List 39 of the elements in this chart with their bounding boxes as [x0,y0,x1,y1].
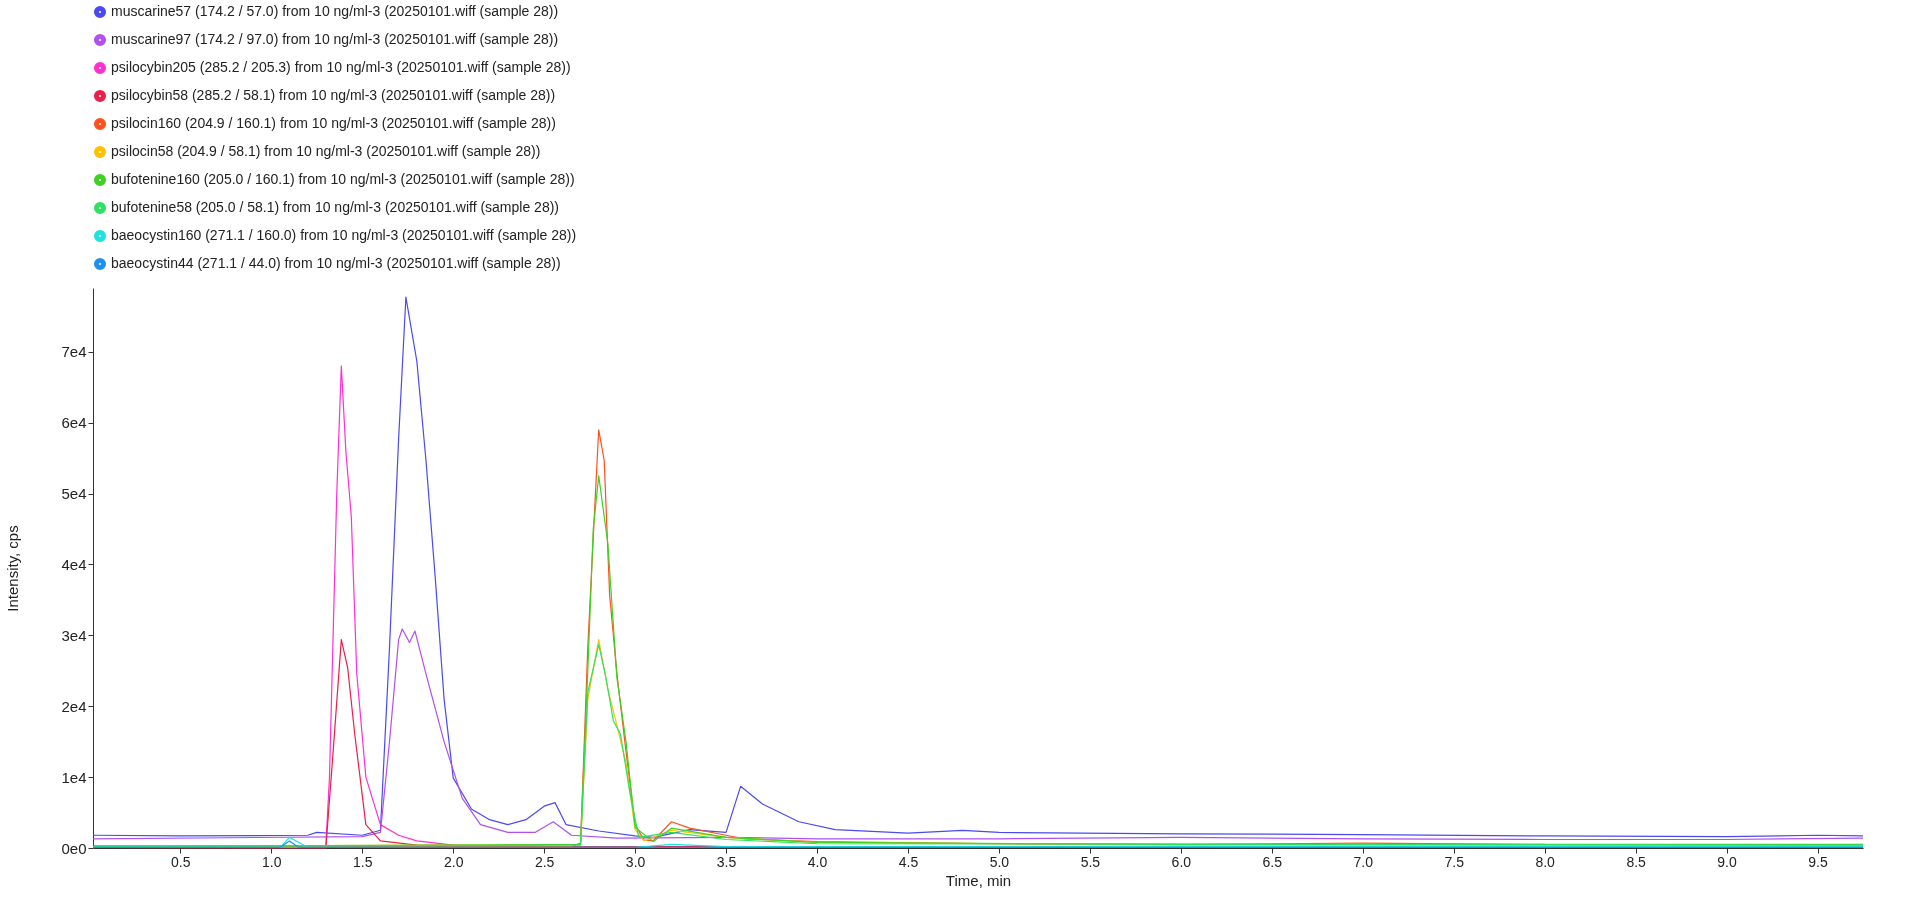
x-tick-label: 3.0 [625,853,646,870]
x-tick-label: 7.5 [1444,853,1465,870]
x-tick-label: 8.5 [1626,853,1647,870]
legend-label: psilocybin58 (285.2 / 58.1) from 10 ng/ml-3 (20250101.wiff (sample 28)) [111,87,556,103]
x-tick-label: 1.0 [262,853,282,870]
y-tick-label: 4e4 [61,555,87,573]
y-tick-label: 0e0 [61,839,87,857]
legend-label: bufotenine160 (205.0 / 160.1) from 10 ng/ml-3 (20250101.wiff (sample 28)) [111,171,575,187]
legend-label: muscarine57 (174.2 / 57.0) from 10 ng/ml-3 (20250101.wiff (sample 28)) [111,3,559,19]
x-tick-label: 2.0 [443,853,464,870]
y-tick-label: 1e4 [61,768,87,786]
y-tick-label: 6e4 [61,414,87,432]
y-axis-title: Intensity, cps [4,525,22,612]
x-tick-label: 1.5 [352,853,373,870]
legend-label: muscarine97 (174.2 / 97.0) from 10 ng/ml-3 (20250101.wiff (sample 28)) [111,31,559,47]
x-tick-label: 3.5 [716,853,737,870]
x-tick-label: 2.5 [534,853,555,870]
x-tick-label: 7.0 [1353,853,1374,870]
x-tick-label: 4.5 [898,853,919,870]
legend-label: psilocin160 (204.9 / 160.1) from 10 ng/ml-3 (20250101.wiff (sample 28)) [111,115,556,131]
legend-label: psilocybin205 (285.2 / 205.3) from 10 ng/ml-3 (20250101.wiff (sample 28)) [111,59,571,75]
x-axis-title: Time, min [945,871,1012,889]
legend-label: bufotenine58 (205.0 / 58.1) from 10 ng/ml-3 (20250101.wiff (sample 28)) [111,199,559,215]
y-tick-label: 5e4 [61,485,87,503]
x-tick-label: 5.0 [989,853,1010,870]
legend-label: baeocystin44 (271.1 / 44.0) from 10 ng/ml-3 (20250101.wiff (sample 28)) [111,255,561,271]
x-tick-label: 5.5 [1080,853,1101,870]
legend-label: baeocystin160 (271.1 / 160.0) from 10 ng/ml-3 (20250101.wiff (sample 28)) [111,227,577,243]
x-tick-label: 9.0 [1717,853,1738,870]
x-tick-label: 6.5 [1262,853,1283,870]
y-tick-label: 7e4 [61,343,87,361]
x-tick-label: 4.0 [807,853,828,870]
x-tick-label: 9.5 [1808,853,1828,870]
y-tick-label: 2e4 [61,697,87,715]
legend-label: psilocin58 (204.9 / 58.1) from 10 ng/ml-3 (20250101.wiff (sample 28)) [111,143,541,159]
x-tick-label: 8.0 [1535,853,1556,870]
x-tick-label: 6.0 [1171,853,1192,870]
y-tick-label: 3e4 [61,626,87,644]
x-tick-label: 0.5 [171,853,191,870]
